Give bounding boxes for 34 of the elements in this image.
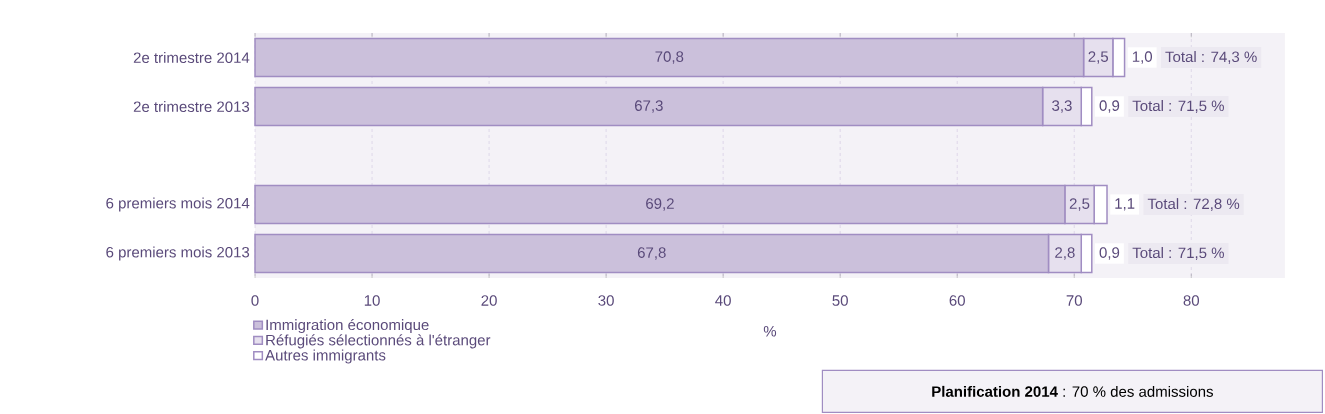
y-tick-label: 6 premiers mois 2014: [106, 197, 250, 212]
data-label: 3,3: [1052, 100, 1072, 113]
x-tick-label: 70: [1066, 295, 1082, 306]
x-axis-title: %: [763, 326, 777, 337]
x-tick-label: 40: [715, 295, 731, 306]
data-label: 1,1: [1115, 198, 1135, 211]
x-tick-label: 30: [598, 295, 614, 306]
x-tick-label: 0: [251, 295, 259, 306]
data-label: 69,2: [646, 198, 674, 211]
x-tick-label: 10: [364, 295, 380, 306]
total-label: Total : 72,8 %: [1147, 198, 1240, 211]
x-tick-label: 50: [832, 295, 848, 306]
data-label: 1,0: [1132, 51, 1153, 64]
y-tick-label: 2e trimestre 2014: [133, 51, 250, 63]
data-label: 0,9: [1099, 100, 1120, 113]
legend-label: Autres immigrants: [265, 349, 386, 364]
data-label: 0,9: [1099, 247, 1120, 260]
x-tick-label: 80: [1183, 295, 1200, 306]
x-tick-label: 20: [481, 295, 497, 306]
total-label: Total : 71,5 %: [1132, 247, 1224, 260]
data-label: 2,5: [1088, 51, 1109, 64]
x-tick-label: 60: [949, 295, 965, 306]
legend-label: Réfugiés sélectionnés à l'étranger: [266, 334, 491, 349]
text: Planification 2014 : 70 % des admissions: [932, 385, 1213, 397]
y-tick-label: 6 premiers mois 2013: [106, 246, 250, 261]
data-label: 2,8: [1055, 247, 1075, 260]
data-label: 2,5: [1069, 198, 1090, 211]
total-label: Total : 74,3 %: [1165, 51, 1257, 64]
data-label: 67,3: [635, 100, 663, 113]
legend-label: Immigration économique: [266, 318, 429, 334]
total-label: Total : 71,5 %: [1132, 100, 1224, 113]
data-label: 70,8: [655, 51, 684, 64]
data-label: 67,8: [637, 247, 666, 260]
y-tick-label: 2e trimestre 2013: [133, 100, 250, 112]
